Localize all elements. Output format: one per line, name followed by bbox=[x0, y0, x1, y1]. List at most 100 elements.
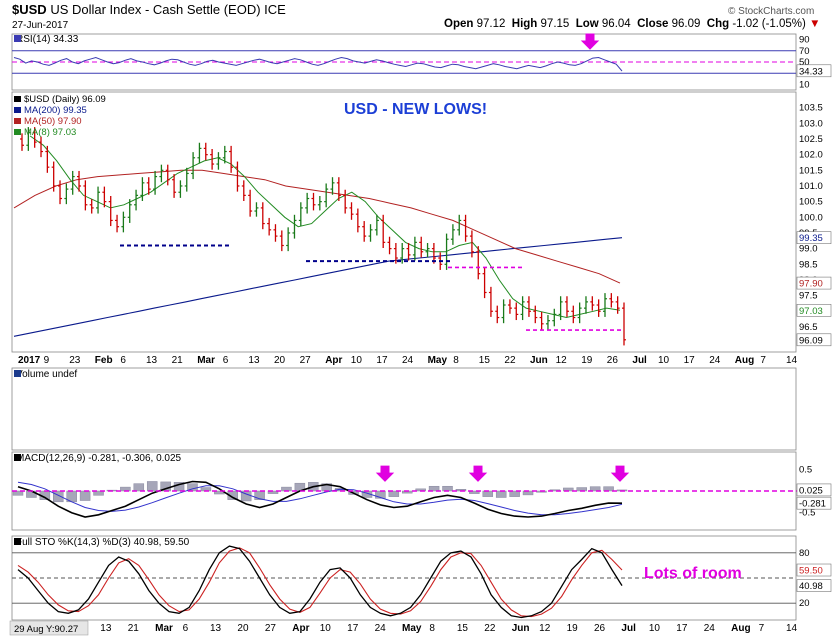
rsi-y-tick-4: 10 bbox=[799, 79, 810, 90]
price-x-tick-28: Aug bbox=[735, 355, 754, 366]
macd-line-badge-box bbox=[796, 496, 832, 510]
price-x-tick-25: 10 bbox=[658, 355, 670, 366]
sto-x-tick-24: 17 bbox=[676, 623, 688, 634]
sto-x-tick-17: 22 bbox=[484, 623, 496, 634]
macd-hist-bar bbox=[469, 490, 480, 494]
price-x-tick-3: Feb bbox=[95, 355, 113, 366]
macd-hist-badge: 0.025 bbox=[799, 485, 823, 496]
macd-arrow-annotation-2 bbox=[468, 465, 488, 482]
sto-y-tick-1: 20 bbox=[799, 598, 810, 609]
price-x-tick-8: 6 bbox=[223, 355, 229, 366]
price-y-tick-3: 102.0 bbox=[799, 150, 823, 161]
price-last-badge-box bbox=[796, 333, 832, 347]
macd-hist-bar bbox=[509, 490, 520, 497]
sto-k-line bbox=[17, 545, 623, 619]
price-legend-swatch-0 bbox=[14, 96, 21, 102]
rsi-legend: RSI(14) 34.33 bbox=[16, 34, 79, 45]
cursor-readout: 29 Aug Y:90.27 bbox=[14, 624, 78, 635]
sto-x-tick-22: Jul bbox=[621, 623, 636, 634]
symbol: $USD bbox=[12, 2, 47, 17]
price-x-tick-4: 6 bbox=[120, 355, 126, 366]
macd-hist-bar bbox=[428, 485, 440, 492]
sto-x-tick-16: 15 bbox=[457, 623, 469, 634]
price-legend-swatch-3 bbox=[14, 129, 21, 135]
price-x-tick-2: 23 bbox=[69, 355, 81, 366]
macd-hist-bar bbox=[146, 481, 158, 492]
macd-hist-bar bbox=[589, 486, 601, 492]
sto-x-tick-23: 10 bbox=[649, 623, 661, 634]
rsi-legend-swatch bbox=[14, 35, 21, 42]
price-y-tick-9: 99.0 bbox=[799, 244, 818, 255]
macd-hist-bar bbox=[93, 490, 104, 496]
volume-legend: Volume undef bbox=[16, 369, 77, 380]
price-x-tick-15: 24 bbox=[402, 355, 414, 366]
rsi-y-tick-2: 50 bbox=[799, 57, 810, 68]
exchange: ICE bbox=[264, 2, 286, 17]
macd-y-tick-1: -0.5 bbox=[799, 508, 815, 519]
price-x-tick-22: 19 bbox=[581, 355, 593, 366]
macd-hist-bar bbox=[267, 490, 279, 494]
ma50-badge-box bbox=[796, 276, 832, 290]
sto-legend-swatch bbox=[14, 538, 21, 545]
rsi-y-tick-0: 90 bbox=[799, 35, 810, 46]
macd-hist-bar bbox=[53, 490, 64, 503]
sto-d-badge: 59.50 bbox=[799, 566, 823, 577]
rsi-y-tick-1: 70 bbox=[799, 46, 810, 57]
sto-x-tick-7: 13 bbox=[210, 623, 222, 634]
price-x-tick-24: Jul bbox=[632, 355, 647, 366]
panel-vol-frame bbox=[11, 367, 797, 451]
sto-y-tick-0: 80 bbox=[799, 548, 810, 559]
sto-x-tick-4: 21 bbox=[128, 623, 140, 634]
ma200-badge: 99.35 bbox=[799, 233, 823, 244]
price-x-tick-21: 12 bbox=[556, 355, 568, 366]
macd-y-tick-0: 0.5 bbox=[799, 464, 812, 475]
down-arrow-icon: ▼ bbox=[809, 18, 821, 30]
price-y-tick-7: 100.0 bbox=[799, 212, 823, 223]
sto-d-badge-box bbox=[796, 563, 832, 577]
macd-hist-bar bbox=[12, 490, 24, 496]
price-x-tick-0: 2017 bbox=[18, 355, 41, 366]
copyright: © StockCharts.com bbox=[728, 6, 815, 17]
sto-x-tick-25: 24 bbox=[704, 623, 716, 634]
macd-line bbox=[17, 480, 623, 518]
sto-x-tick-12: 17 bbox=[347, 623, 359, 634]
sto-x-tick-26: Aug bbox=[731, 623, 750, 634]
price-annotation-title: USD - NEW LOWS! bbox=[344, 101, 487, 118]
rsi-last-badge-box bbox=[796, 64, 832, 78]
price-x-tick-26: 17 bbox=[684, 355, 696, 366]
symbol-description: US Dollar Index - Cash Settle (EOD) bbox=[50, 2, 261, 17]
price-legend-swatch-1 bbox=[14, 107, 21, 113]
macd-hist-bar bbox=[133, 483, 145, 492]
macd-line-badge: -0.281 bbox=[799, 499, 826, 510]
price-y-tick-12: 97.5 bbox=[799, 291, 818, 302]
price-y-tick-0: 103.5 bbox=[799, 103, 823, 114]
volume-legend-swatch bbox=[14, 370, 21, 377]
price-y-tick-1: 103.0 bbox=[799, 118, 823, 129]
price-x-tick-12: Apr bbox=[325, 355, 342, 366]
sto-annotation-text: Lots of room bbox=[644, 565, 742, 582]
price-y-tick-6: 100.5 bbox=[799, 197, 823, 208]
price-y-tick-14: 96.5 bbox=[799, 322, 818, 333]
ma200-badge-box bbox=[796, 231, 832, 244]
macd-hist-bar bbox=[79, 490, 91, 501]
sto-x-tick-27: 7 bbox=[759, 623, 765, 634]
sto-x-tick-5: Mar bbox=[155, 623, 173, 634]
macd-hist-bar bbox=[495, 490, 507, 498]
sto-x-tick-19: 12 bbox=[539, 623, 551, 634]
price-bars bbox=[20, 127, 626, 346]
ma8-line bbox=[29, 135, 621, 319]
price-x-tick-16: May bbox=[428, 355, 448, 366]
price-x-tick-6: 21 bbox=[172, 355, 184, 366]
sto-k-badge-box bbox=[796, 579, 832, 592]
price-x-tick-20: Jun bbox=[530, 355, 548, 366]
ma8-badge: 97.03 bbox=[799, 306, 823, 317]
macd-hist-bar bbox=[482, 490, 494, 497]
price-x-tick-5: 13 bbox=[146, 355, 158, 366]
rsi-arrow-annotation bbox=[580, 33, 600, 50]
price-x-tick-7: Mar bbox=[197, 355, 215, 366]
price-x-tick-29: 7 bbox=[760, 355, 766, 366]
macd-hist-bar bbox=[254, 490, 265, 500]
price-last-badge: 96.09 bbox=[799, 335, 823, 346]
